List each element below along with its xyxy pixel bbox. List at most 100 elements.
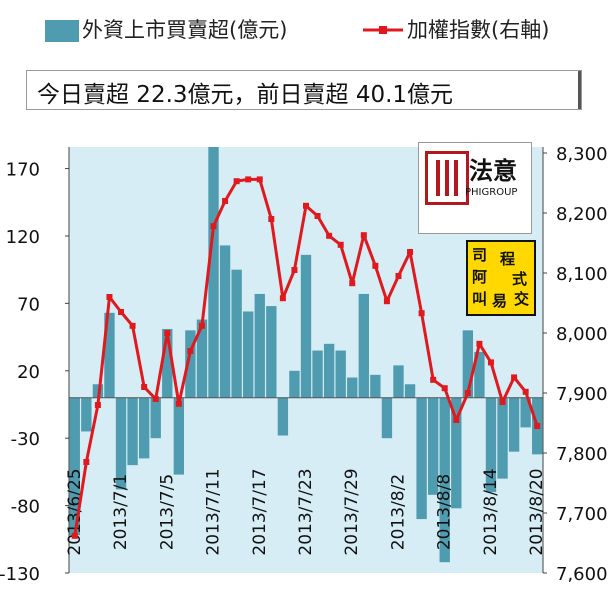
phigroup-logo-brand: 法意 — [469, 156, 517, 185]
index-point — [464, 390, 471, 396]
bar — [416, 397, 427, 520]
index-point — [476, 340, 483, 347]
bar — [381, 397, 393, 439]
bar — [185, 330, 196, 398]
bar — [358, 293, 369, 398]
bar — [254, 293, 265, 398]
index-point — [314, 213, 321, 219]
index-point — [175, 400, 182, 407]
x-tick-label: 2013/7/5 — [157, 474, 177, 550]
index-point — [395, 273, 402, 279]
left-tick-label: -30 — [11, 429, 40, 450]
index-point — [453, 417, 460, 423]
right-tick-label: 8,100 — [556, 264, 608, 285]
x-tick-label: 2013/7/11 — [204, 468, 224, 555]
x-tick-label: 2013/7/23 — [296, 468, 316, 555]
index-point — [233, 178, 240, 185]
legend-bar-label: 外資上市買賣超(億元) — [82, 18, 288, 42]
bar — [231, 269, 242, 398]
bar — [208, 147, 219, 398]
bar — [312, 350, 323, 398]
left-tick-label: -80 — [11, 497, 40, 518]
index-point — [152, 396, 159, 402]
index-point — [418, 310, 425, 317]
index-point — [106, 294, 113, 300]
index-point — [210, 223, 217, 230]
index-point — [349, 280, 356, 287]
left-tick-label: 20 — [17, 362, 40, 383]
index-point — [164, 330, 171, 336]
index-point — [83, 459, 90, 465]
summary-text: 今日賣超 22.3億元，前日賣超 40.1億元 — [37, 82, 454, 108]
index-point — [71, 532, 78, 539]
bar — [138, 397, 150, 459]
program-trading-logo: 司 程 阿 式 叫 易 交 — [466, 240, 536, 316]
program-logo-char: 易 — [492, 292, 508, 310]
index-point — [372, 262, 379, 269]
index-point — [198, 322, 205, 329]
bar — [404, 384, 416, 398]
bar — [115, 397, 127, 490]
bar — [335, 350, 346, 398]
legend-line-swatch — [363, 26, 403, 34]
index-point — [291, 267, 298, 273]
bar — [127, 397, 138, 466]
chart-legend: 外資上市買賣超(億元) 加權指數(右軸) — [0, 6, 610, 50]
index-point — [222, 198, 229, 204]
bar — [69, 397, 80, 536]
x-tick-label: 2013/8/8 — [435, 474, 455, 550]
left-tick-label: 170 — [6, 160, 40, 181]
index-point — [522, 388, 529, 395]
index-point — [187, 348, 194, 354]
bar — [497, 397, 508, 479]
bar — [300, 254, 312, 398]
index-point — [94, 402, 101, 408]
bar — [219, 245, 231, 398]
index-point — [256, 176, 263, 183]
index-point — [511, 374, 518, 381]
index-point — [441, 385, 448, 392]
right-tick-label: 8,200 — [556, 204, 608, 225]
right-tick-label: 8,300 — [556, 144, 608, 165]
bar — [427, 397, 439, 495]
program-logo-char: 阿 — [472, 268, 488, 286]
index-point — [268, 216, 275, 222]
legend-line-label: 加權指數(右軸) — [407, 18, 550, 42]
index-point — [141, 384, 148, 390]
right-tick-label: 7,900 — [556, 384, 608, 405]
bar — [104, 312, 115, 398]
bar — [508, 397, 520, 452]
left-tick-label: -130 — [0, 564, 40, 585]
bar — [196, 319, 208, 398]
index-point — [499, 399, 506, 405]
legend-bar-swatch — [45, 20, 79, 42]
x-tick-label: 2013/8/20 — [527, 468, 547, 555]
bar — [347, 377, 358, 398]
bar — [462, 330, 474, 398]
bar — [277, 397, 289, 436]
bar — [439, 397, 450, 563]
right-tick-label: 7,800 — [556, 444, 608, 465]
program-logo-char: 程 — [500, 250, 516, 268]
left-tick-label: 120 — [6, 227, 40, 248]
program-logo-char: 交 — [514, 290, 530, 308]
bar — [150, 397, 161, 439]
bar — [266, 306, 277, 398]
right-tick-label: 7,600 — [556, 564, 608, 585]
bar — [393, 365, 404, 398]
index-point — [360, 232, 367, 239]
x-tick-label: 2013/8/14 — [481, 468, 501, 555]
x-tick-label: 2013/7/17 — [250, 468, 270, 555]
right-tick-label: 8,000 — [556, 324, 608, 345]
phigroup-logo-sub: PHIGROUP — [465, 187, 518, 198]
x-tick-label: 2013/6/25 — [65, 468, 85, 555]
index-point — [326, 232, 333, 239]
phigroup-logo: 法意 PHIGROUP — [418, 142, 532, 234]
x-tick-label: 2013/7/29 — [342, 468, 362, 555]
index-point — [383, 298, 390, 305]
summary-box: 今日賣超 22.3億元，前日賣超 40.1億元 — [26, 70, 582, 110]
bar — [451, 397, 462, 509]
x-tick-label: 2013/7/1 — [111, 474, 131, 550]
bar — [520, 397, 531, 428]
program-logo-char: 叫 — [472, 290, 488, 308]
